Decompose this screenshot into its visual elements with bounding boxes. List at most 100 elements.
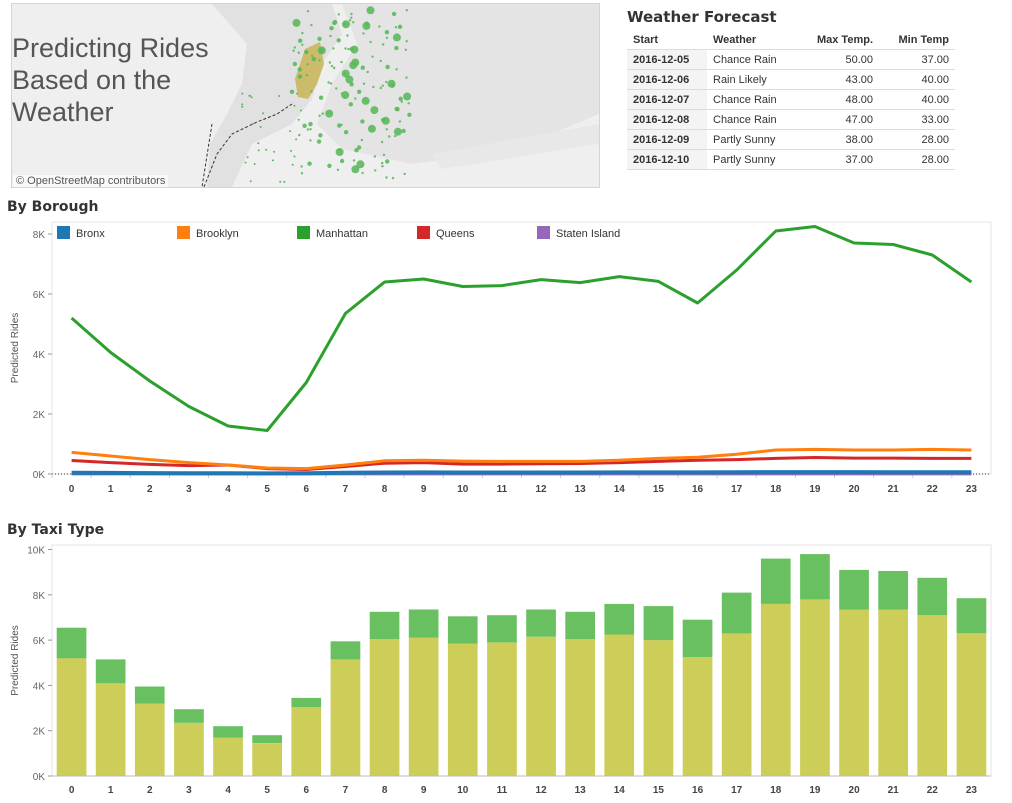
bar-segment-base[interactable] <box>643 640 674 776</box>
bar-segment-top[interactable] <box>369 611 400 639</box>
legend-item[interactable]: Manhattan <box>297 226 368 240</box>
table-row[interactable]: 2016-12-09 Partly Sunny 38.00 28.00 <box>627 129 955 150</box>
y-axis-label: Predicted Rides <box>10 625 21 696</box>
bar-segment-top[interactable] <box>604 603 635 635</box>
bar-segment-top[interactable] <box>643 606 674 641</box>
bar-segment-base[interactable] <box>760 603 791 776</box>
map-dot <box>379 86 382 90</box>
bar-segment-top[interactable] <box>95 659 126 684</box>
bar-segment-top[interactable] <box>487 615 517 643</box>
bar-segment-base[interactable] <box>917 615 948 776</box>
bar-segment-base[interactable] <box>95 683 126 776</box>
bar-segment-base[interactable] <box>213 737 243 777</box>
column-header[interactable]: Max Temp. <box>816 34 873 46</box>
bar-segment-base[interactable] <box>408 637 439 776</box>
map-dot <box>333 66 336 70</box>
bar-segment-top[interactable] <box>917 577 948 616</box>
bar-segment-top[interactable] <box>682 619 713 658</box>
map-dot <box>301 43 304 46</box>
map-panel[interactable]: Predicting Rides Based on the Weather © … <box>11 3 600 188</box>
legend-item[interactable]: Queens <box>417 226 475 240</box>
bar-segment-base[interactable] <box>956 633 987 776</box>
map-dot <box>259 126 262 128</box>
bar-segment-top[interactable] <box>565 611 595 639</box>
map-dot <box>367 124 376 133</box>
bar-segment-top[interactable] <box>291 697 322 707</box>
cell-min-temp: 33.00 <box>879 109 955 130</box>
map-dot <box>300 172 304 175</box>
bar-segment-top[interactable] <box>174 709 204 723</box>
map-dot <box>292 18 301 27</box>
map-dot <box>311 56 317 62</box>
map-dot <box>339 158 345 164</box>
bar-segment-top[interactable] <box>878 571 908 610</box>
x-tick-label: 6 <box>304 785 310 796</box>
map-dot <box>369 40 372 44</box>
column-header[interactable]: Weather <box>713 34 757 46</box>
bar-segment-top[interactable] <box>134 686 165 704</box>
bar-segment-base[interactable] <box>330 659 361 776</box>
bar-segment-top[interactable] <box>252 735 282 744</box>
map-dot <box>401 128 406 134</box>
cell-max-temp: 38.00 <box>797 129 879 150</box>
bar-segment-top[interactable] <box>760 558 791 604</box>
bar-segment-base[interactable] <box>565 639 595 776</box>
map-dot <box>392 33 401 42</box>
legend-item[interactable]: Bronx <box>57 226 105 240</box>
bar-segment-base[interactable] <box>56 658 87 776</box>
map-dot <box>293 46 296 49</box>
y-tick-label: 2K <box>33 410 46 421</box>
legend-item[interactable]: Brooklyn <box>177 226 239 240</box>
bar-segment-top[interactable] <box>721 592 752 634</box>
map-dot <box>385 80 388 84</box>
bar-segment-base[interactable] <box>369 639 400 776</box>
bar-segment-base[interactable] <box>291 706 322 776</box>
bar-segment-top[interactable] <box>956 598 987 634</box>
bar-segment-base[interactable] <box>604 634 635 777</box>
bar-segment-base[interactable] <box>839 609 869 777</box>
legend-swatch <box>177 226 190 239</box>
bar-segment-base[interactable] <box>682 657 713 776</box>
bar-segment-base[interactable] <box>174 722 204 776</box>
map-dot <box>366 6 375 15</box>
map-dot <box>344 47 347 50</box>
map-attribution[interactable]: © OpenStreetMap contributors <box>13 175 169 187</box>
bar-segment-top[interactable] <box>330 641 361 660</box>
table-row[interactable]: 2016-12-10 Partly Sunny 37.00 28.00 <box>627 149 955 170</box>
table-row[interactable]: 2016-12-06 Rain Likely 43.00 40.00 <box>627 69 955 90</box>
map-dot <box>329 82 333 85</box>
map-dot <box>394 45 399 51</box>
bar-segment-base[interactable] <box>134 703 165 777</box>
bar-segment-top[interactable] <box>213 726 243 738</box>
legend-item[interactable]: Staten Island <box>537 226 620 240</box>
bar-segment-top[interactable] <box>447 616 478 644</box>
bar-segment-top[interactable] <box>800 554 830 600</box>
map-dot <box>297 67 302 72</box>
map-dot <box>407 102 410 105</box>
bar-segment-base[interactable] <box>878 609 908 777</box>
x-tick-label: 18 <box>770 785 782 796</box>
bar-segment-base[interactable] <box>252 743 282 776</box>
map-dot <box>302 123 307 128</box>
column-header[interactable]: Min Temp <box>898 34 949 46</box>
bar-segment-top[interactable] <box>408 609 439 638</box>
x-tick-label: 9 <box>421 785 427 796</box>
table-row[interactable]: 2016-12-08 Chance Rain 47.00 33.00 <box>627 109 955 130</box>
bar-segment-top[interactable] <box>56 627 87 659</box>
table-row[interactable]: 2016-12-07 Chance Rain 48.00 40.00 <box>627 89 955 110</box>
map-dot <box>394 106 399 112</box>
map-dot <box>361 171 364 175</box>
bar-segment-top[interactable] <box>839 569 869 610</box>
bar-segment-base[interactable] <box>721 633 752 776</box>
bar-segment-base[interactable] <box>526 636 556 776</box>
bar-segment-base[interactable] <box>487 642 517 776</box>
bar-segment-top[interactable] <box>526 609 556 637</box>
table-row[interactable]: 2016-12-05 Chance Rain 50.00 37.00 <box>627 49 955 70</box>
map-dot <box>346 34 349 37</box>
bar-segment-base[interactable] <box>447 643 478 777</box>
bar-segment-base[interactable] <box>800 599 830 776</box>
map-dot <box>380 117 386 123</box>
column-header[interactable]: Start <box>633 34 659 46</box>
